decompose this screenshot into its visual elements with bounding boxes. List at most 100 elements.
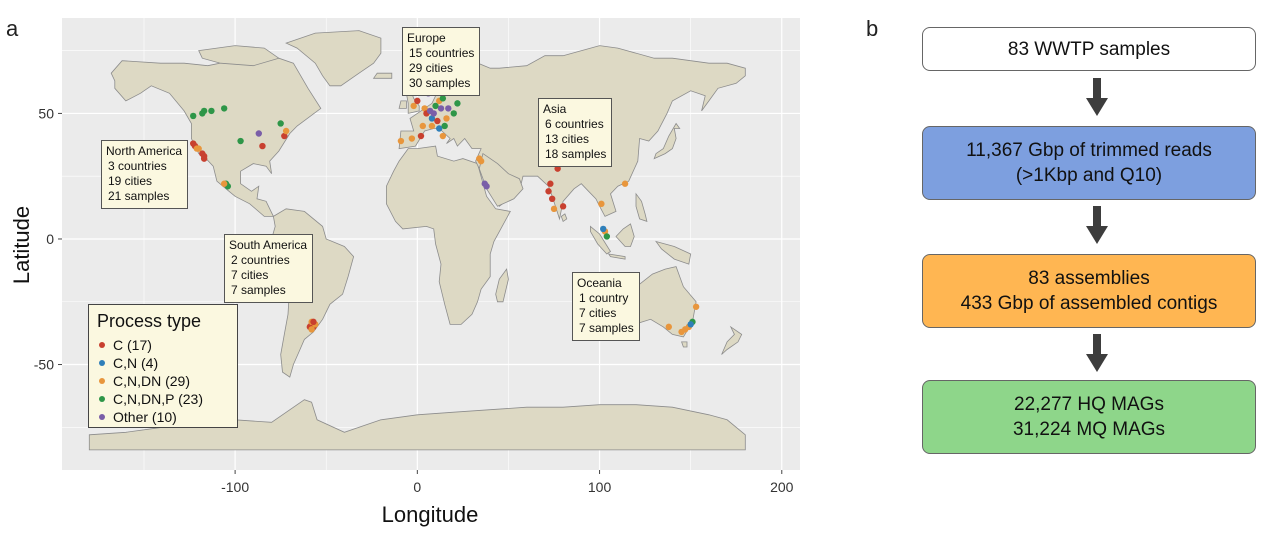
sample-point bbox=[220, 180, 228, 187]
sample-point bbox=[419, 122, 426, 130]
sample-point bbox=[550, 205, 558, 213]
legend-dot-cndn bbox=[99, 378, 105, 384]
down-arrow-icon bbox=[1086, 206, 1108, 244]
land-arabia-fix bbox=[478, 152, 524, 207]
sample-point bbox=[439, 132, 447, 140]
workflow-step-samples: 83 WWTP samples bbox=[922, 27, 1256, 71]
annotation-north-america-region: North America bbox=[106, 144, 183, 158]
legend-dot-cn bbox=[99, 360, 105, 366]
annotation-north-america-line-3: 21 samples bbox=[108, 189, 170, 203]
sample-point bbox=[410, 102, 417, 110]
y-tick-label: 50 bbox=[38, 105, 54, 121]
annotation-asia-line-1: 6 countries bbox=[545, 117, 604, 131]
workflow-step-samples-line-1: 83 WWTP samples bbox=[1007, 38, 1171, 60]
axes: -100 0 100 200 -50 0 50 bbox=[34, 105, 794, 495]
sample-point bbox=[548, 195, 556, 202]
legend-title: Process type bbox=[97, 311, 202, 331]
legend-item-cn: C,N (4) bbox=[97, 354, 229, 372]
sample-point bbox=[692, 303, 700, 310]
legend-item-cndnp: C,N,DN,P (23) bbox=[97, 390, 229, 408]
land-canadian-islands bbox=[198, 45, 280, 67]
sample-point bbox=[621, 180, 629, 187]
land-sumatra bbox=[590, 225, 612, 255]
sample-point bbox=[450, 110, 457, 117]
sample-point bbox=[454, 100, 461, 107]
sample-point bbox=[282, 127, 290, 135]
legend-dot-cndnp bbox=[99, 396, 105, 402]
annotation-north-america-line-1: 3 countries bbox=[108, 159, 167, 173]
sample-points bbox=[190, 77, 700, 336]
sample-point bbox=[443, 115, 450, 122]
sample-point bbox=[200, 107, 208, 115]
workflow-step-mags: 22,277 HQ MAGs 31,224 MQ MAGs bbox=[922, 380, 1256, 454]
sample-point bbox=[259, 142, 266, 150]
annotation-oceania-line-1: 1 country bbox=[579, 291, 629, 305]
annotation-south-america-line-1: 2 countries bbox=[231, 253, 290, 267]
legend-dot-other bbox=[99, 414, 105, 420]
sample-point bbox=[428, 122, 436, 130]
land-ireland bbox=[398, 100, 407, 109]
workflow-step-mags-line-1: 22,277 HQ MAGs bbox=[1014, 394, 1164, 415]
annotation-europe-region: Europe bbox=[407, 31, 446, 45]
sample-point bbox=[437, 105, 445, 112]
legend-label-c: C (17) bbox=[113, 337, 152, 353]
annotation-asia-region: Asia bbox=[543, 102, 567, 116]
annotation-asia-line-2: 13 cities bbox=[545, 132, 590, 146]
annotation-south-america-line-2: 7 cities bbox=[231, 268, 269, 282]
sample-point bbox=[439, 95, 447, 102]
sample-point bbox=[200, 155, 208, 162]
sample-point bbox=[310, 318, 317, 326]
panel-b-label: b bbox=[866, 16, 879, 41]
sample-point bbox=[308, 326, 315, 333]
land-tasmania bbox=[681, 341, 688, 348]
annotation-oceania-region: Oceania bbox=[577, 276, 622, 290]
y-tick-label: -50 bbox=[34, 357, 54, 373]
annotation-europe-line-1: 15 countries bbox=[409, 46, 475, 60]
annotation-europe: Europe 15 countries 29 cities 30 samples bbox=[402, 27, 481, 96]
workflow-step-mags-line-2: 31,224 MQ MAGs bbox=[1012, 419, 1166, 440]
sample-point bbox=[414, 97, 421, 105]
sample-point bbox=[665, 323, 672, 331]
sample-point bbox=[603, 233, 611, 240]
annotation-europe-line-2: 29 cities bbox=[409, 61, 454, 75]
land-africa bbox=[386, 145, 511, 325]
legend-label-cndn: C,N,DN (29) bbox=[113, 373, 191, 389]
sample-point bbox=[237, 137, 244, 145]
annotation-north-america: North America 3 countries 19 cities 21 s… bbox=[101, 140, 189, 209]
panel-a-label: a bbox=[6, 16, 19, 41]
land-iceland bbox=[372, 72, 393, 79]
sample-point bbox=[559, 203, 567, 210]
land-borneo bbox=[615, 223, 635, 247]
land-japan bbox=[653, 122, 681, 160]
y-tick-label: 0 bbox=[46, 231, 54, 247]
sample-point bbox=[190, 112, 197, 120]
x-tick-label: -100 bbox=[221, 479, 249, 495]
workflow-step-assemblies: 83 assemblies 433 Gbp of assembled conti… bbox=[922, 254, 1256, 328]
annotation-asia-line-3: 18 samples bbox=[545, 147, 607, 161]
down-arrow-icon bbox=[1086, 334, 1108, 372]
sample-point bbox=[432, 102, 439, 110]
annotation-oceania-line-3: 7 samples bbox=[579, 321, 634, 335]
legend-item-c: C (17) bbox=[97, 336, 229, 354]
land-madagascar bbox=[495, 268, 509, 303]
workflow-step-reads: 11,367 Gbp of trimmed reads (>1Kbp and Q… bbox=[922, 126, 1256, 200]
workflow-step-reads-line-1: 11,367 Gbp of trimmed reads bbox=[966, 140, 1212, 161]
workflow-step-assemblies-line-2: 433 Gbp of assembled contigs bbox=[960, 293, 1218, 314]
sample-point bbox=[430, 110, 437, 117]
sample-point bbox=[255, 130, 262, 137]
sample-point bbox=[421, 105, 428, 112]
legend-label-cndnp: C,N,DN,P (23) bbox=[113, 391, 203, 407]
legend-item-cndn: C,N,DN (29) bbox=[97, 372, 229, 390]
sample-point bbox=[408, 135, 416, 142]
sample-point bbox=[483, 183, 490, 190]
sample-point bbox=[554, 165, 561, 172]
legend-item-other: Other (10) bbox=[97, 408, 229, 426]
legend-label-cn: C,N (4) bbox=[113, 355, 159, 371]
x-tick-label: 200 bbox=[770, 479, 794, 495]
sample-point bbox=[434, 117, 441, 125]
down-arrow-icon bbox=[1086, 78, 1108, 116]
land-greenland bbox=[285, 30, 382, 87]
sample-point bbox=[547, 180, 554, 187]
sample-point bbox=[600, 225, 607, 233]
sample-point bbox=[220, 105, 228, 112]
